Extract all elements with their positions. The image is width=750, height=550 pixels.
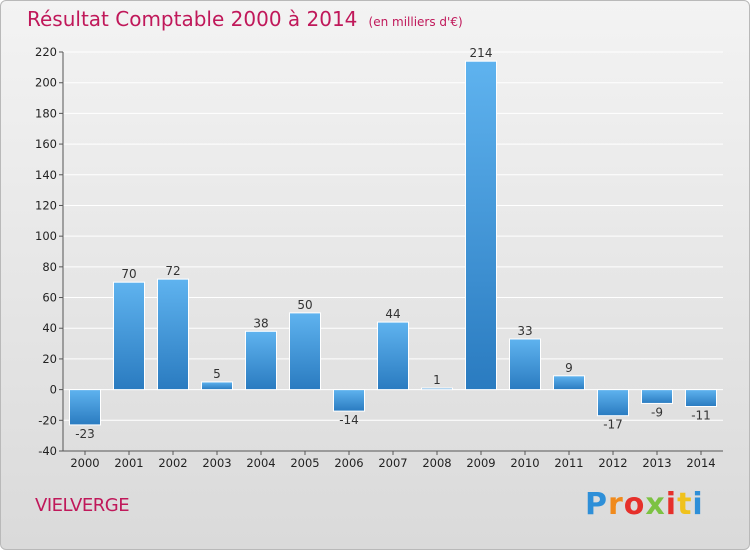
y-tick-label: 120 bbox=[35, 198, 57, 212]
y-tick-label: 0 bbox=[50, 383, 57, 397]
x-tick-label-2007: 2007 bbox=[378, 456, 407, 470]
x-tick-label-2010: 2010 bbox=[510, 456, 539, 470]
x-tick-label-2008: 2008 bbox=[422, 456, 451, 470]
value-label-2010: 33 bbox=[517, 324, 532, 338]
value-label-2013: -9 bbox=[651, 405, 663, 419]
bar-2010 bbox=[509, 338, 541, 391]
value-label-2005: 50 bbox=[297, 298, 312, 312]
bar-2009 bbox=[465, 60, 497, 391]
logo-letter: r bbox=[608, 487, 624, 522]
value-label-2012: -17 bbox=[603, 418, 623, 432]
proxiti-logo: Proxiti bbox=[585, 487, 704, 522]
x-tick-label-2000: 2000 bbox=[70, 456, 99, 470]
bar-2000 bbox=[69, 389, 101, 426]
y-tick-label: 40 bbox=[42, 321, 57, 335]
bar-2013 bbox=[641, 389, 673, 404]
bar-2004 bbox=[245, 330, 277, 391]
x-tick-label-2002: 2002 bbox=[158, 456, 187, 470]
bar-2001 bbox=[113, 281, 145, 391]
y-tick-label: 20 bbox=[42, 352, 57, 366]
x-tick-label-2014: 2014 bbox=[686, 456, 715, 470]
bar-2008 bbox=[421, 387, 453, 391]
value-label-2014: -11 bbox=[691, 408, 711, 422]
bar-2005 bbox=[289, 312, 321, 391]
logo-letter: x bbox=[645, 487, 666, 522]
x-tick-label-2005: 2005 bbox=[290, 456, 319, 470]
x-tick-label-2004: 2004 bbox=[246, 456, 275, 470]
bar-2002 bbox=[157, 278, 189, 391]
logo-letter: i bbox=[665, 487, 678, 522]
y-tick-label: 160 bbox=[35, 137, 57, 151]
bar-2007 bbox=[377, 321, 409, 391]
value-label-2000: -23 bbox=[75, 427, 95, 441]
y-tick-label: -40 bbox=[38, 444, 57, 458]
y-tick-label: 140 bbox=[35, 168, 57, 182]
x-tick-label-2006: 2006 bbox=[334, 456, 363, 470]
y-tick-label: 180 bbox=[35, 106, 57, 120]
x-tick-label-2011: 2011 bbox=[554, 456, 583, 470]
value-label-2008: 1 bbox=[433, 373, 441, 387]
bar-2003 bbox=[201, 381, 233, 391]
x-tick-label-2001: 2001 bbox=[114, 456, 143, 470]
x-tick-label-2009: 2009 bbox=[466, 456, 495, 470]
chart-title-unit: (en milliers d'€) bbox=[368, 15, 463, 29]
y-tick-label: 60 bbox=[42, 291, 57, 305]
x-tick-label-2012: 2012 bbox=[598, 456, 627, 470]
value-label-2006: -14 bbox=[339, 413, 359, 427]
value-label-2001: 70 bbox=[121, 267, 136, 281]
bar-2011 bbox=[553, 375, 585, 391]
chart-title: Résultat Comptable 2000 à 2014 (en milli… bbox=[27, 7, 463, 31]
logo-letter: t bbox=[677, 487, 693, 522]
value-label-2003: 5 bbox=[213, 367, 221, 381]
value-label-2011: 9 bbox=[565, 361, 573, 375]
y-tick-label: 200 bbox=[35, 76, 57, 90]
value-label-2007: 44 bbox=[385, 307, 400, 321]
logo-letter: i bbox=[692, 487, 704, 522]
y-tick-label: -20 bbox=[38, 413, 57, 427]
y-tick-label: 100 bbox=[35, 229, 57, 243]
value-label-2009: 214 bbox=[470, 46, 493, 60]
bar-2012 bbox=[597, 389, 629, 417]
logo-letter: P bbox=[585, 487, 608, 522]
y-tick-label: 80 bbox=[42, 260, 57, 274]
value-label-2002: 72 bbox=[165, 264, 180, 278]
x-tick-label-2003: 2003 bbox=[202, 456, 231, 470]
logo-letter: o bbox=[623, 487, 646, 522]
value-label-2004: 38 bbox=[253, 316, 268, 330]
x-tick-label-2013: 2013 bbox=[642, 456, 671, 470]
chart-title-main: Résultat Comptable 2000 à 2014 bbox=[27, 7, 358, 31]
bar-2006 bbox=[333, 389, 365, 412]
commune-name: VIELVERGE bbox=[35, 495, 130, 516]
y-tick-label: 220 bbox=[35, 45, 57, 59]
bar-2014 bbox=[685, 389, 717, 407]
